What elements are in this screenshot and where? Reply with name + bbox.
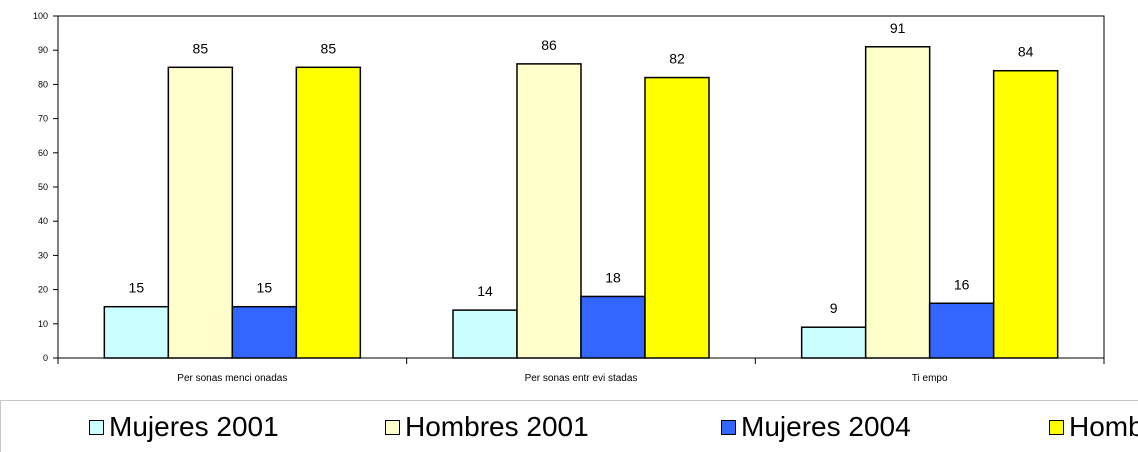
bar: [864, 46, 931, 359]
bar: [644, 76, 710, 359]
bar: [231, 305, 298, 359]
legend-item: Hombres 2004: [1049, 412, 1138, 442]
bar: [800, 326, 867, 359]
legend: Mujeres 2001 Hombres 2001 Mujeres 2004 Homb…: [0, 400, 1138, 452]
y-tick-label: 50: [38, 182, 48, 192]
data-label: 15: [129, 280, 145, 296]
data-label: 18: [605, 269, 621, 285]
legend-swatch: [721, 419, 736, 435]
bar: [103, 305, 170, 359]
y-tick-label: 80: [38, 79, 48, 89]
legend-item: Mujeres 2004: [721, 412, 911, 442]
y-tick-label: 90: [38, 45, 48, 55]
legend-item: Hombres 2001: [385, 412, 589, 442]
legend-label: Hombres 2001: [405, 411, 589, 442]
bar: [516, 63, 582, 359]
legend-label: Mujeres 2004: [741, 411, 911, 442]
data-label: 14: [477, 283, 493, 299]
bar: [580, 295, 646, 359]
data-label: 84: [1018, 44, 1034, 60]
data-label: 15: [257, 280, 273, 296]
data-label: 85: [193, 40, 209, 56]
y-tick-label: 30: [38, 250, 48, 260]
legend-label: Hombres 2004: [1069, 411, 1138, 442]
data-label: 91: [890, 20, 906, 36]
legend-label: Mujeres 2001: [109, 411, 279, 442]
legend-item: Mujeres 2001: [89, 412, 279, 442]
bar: [452, 309, 518, 359]
bar-chart: 0 10 20 30 40 50 60 70 80 90 100 Per sonas menci on…: [33, 11, 1105, 384]
data-label: 9: [830, 300, 838, 316]
data-label: 86: [541, 37, 557, 53]
y-tick-label: 40: [38, 216, 48, 226]
data-label: 82: [669, 51, 685, 67]
y-tick-label: 10: [38, 319, 48, 329]
x-category-label: Ti empo: [912, 373, 948, 384]
data-label: 16: [954, 276, 970, 292]
bar: [928, 302, 995, 359]
data-label: 85: [321, 40, 337, 56]
bar: [295, 66, 362, 359]
y-tick-label: 20: [38, 285, 48, 295]
x-category-label: Per sonas menci onadas: [177, 373, 287, 384]
x-category-label: Per sonas entr evi stadas: [525, 373, 638, 384]
bar: [167, 66, 234, 359]
legend-swatch: [385, 419, 400, 435]
legend-swatch: [89, 419, 104, 435]
y-tick-label: 60: [38, 148, 48, 158]
y-tick-label: 70: [38, 114, 48, 124]
legend-swatch: [1049, 419, 1064, 435]
y-tick-label: 100: [33, 11, 48, 21]
bar: [992, 69, 1059, 359]
y-tick-label: 0: [43, 353, 48, 363]
